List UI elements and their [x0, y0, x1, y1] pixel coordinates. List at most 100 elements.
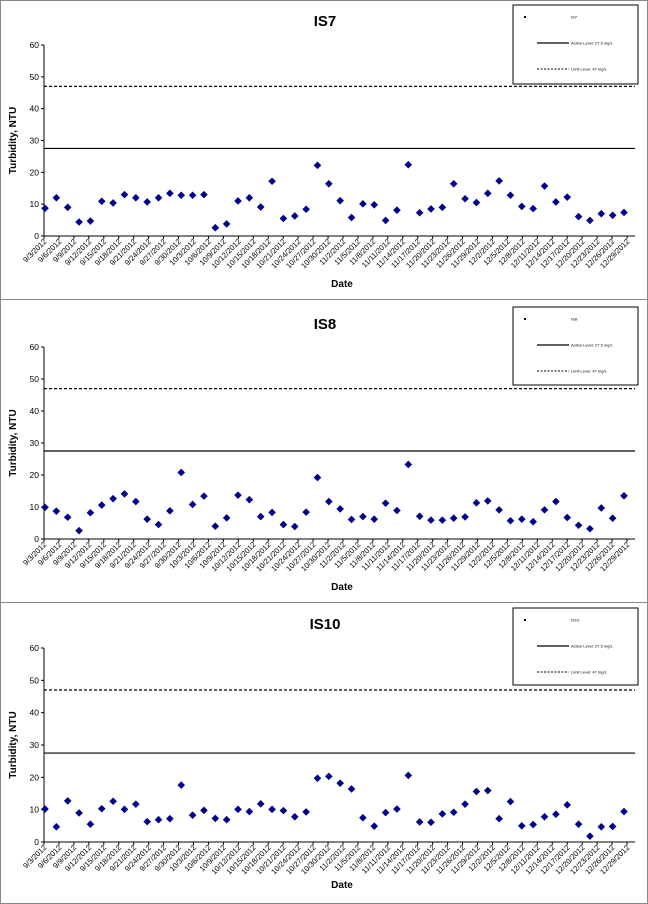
legend-marker: [524, 16, 526, 18]
data-point: [586, 524, 594, 533]
data-point: [234, 491, 242, 499]
data-point: [393, 506, 401, 515]
data-point: [166, 189, 174, 198]
data-point: [574, 212, 583, 221]
data-point: [143, 198, 151, 206]
data-point: [347, 515, 356, 524]
data-point: [154, 815, 163, 824]
data-point: [120, 490, 129, 498]
data-point: [359, 512, 367, 521]
data-point: [518, 202, 526, 211]
data-point: [188, 500, 197, 509]
y-tick-label: 30: [30, 438, 40, 448]
data-point: [109, 797, 117, 806]
data-point: [52, 194, 61, 202]
data-point: [620, 807, 628, 816]
data-point: [393, 805, 401, 813]
legend-label-action: Action Level: 27.5 mg/L: [571, 41, 614, 46]
data-point: [52, 823, 61, 831]
data-point: [347, 785, 356, 793]
y-tick-label: 20: [30, 167, 40, 177]
y-tick-label: 50: [30, 675, 40, 685]
data-point: [290, 812, 299, 821]
data-point: [449, 808, 458, 817]
y-tick-label: 40: [30, 406, 40, 416]
data-point: [404, 771, 413, 780]
data-point: [143, 817, 151, 826]
y-tick-label: 10: [30, 502, 40, 512]
data-point: [279, 520, 288, 529]
data-point: [586, 216, 594, 225]
data-point: [597, 504, 606, 512]
legend-marker: [524, 619, 526, 621]
data-point: [393, 206, 401, 215]
data-point: [336, 505, 344, 513]
data-point: [200, 190, 208, 199]
legend-label-action: Action Level: 27.5 mg/L: [571, 343, 614, 348]
data-point: [347, 213, 356, 222]
y-tick-label: 0: [34, 231, 39, 241]
x-axis-title: Date: [331, 880, 353, 891]
legend-label-series: IS7: [571, 15, 578, 20]
data-point: [86, 508, 95, 517]
legend-label-limit: Limit Level: 47 mg/L: [571, 67, 608, 72]
data-point: [563, 801, 572, 809]
data-point: [188, 811, 197, 819]
data-point: [75, 526, 83, 535]
data-point: [529, 517, 537, 526]
data-point: [370, 201, 379, 209]
data-point: [404, 460, 413, 469]
data-point: [415, 818, 424, 826]
data-point: [200, 492, 208, 500]
data-point: [279, 806, 288, 815]
data-point: [427, 205, 435, 213]
data-point: [290, 212, 299, 220]
y-tick-label: 20: [30, 470, 40, 480]
data-point: [563, 193, 572, 201]
chart-title: IS7: [314, 13, 337, 30]
data-point: [200, 806, 208, 815]
data-point: [483, 497, 492, 505]
y-tick-label: 60: [30, 40, 40, 50]
data-point: [518, 822, 526, 830]
data-point: [608, 211, 617, 220]
data-point: [472, 198, 481, 207]
y-tick-label: 10: [30, 199, 40, 209]
data-point: [109, 199, 117, 207]
data-point: [495, 177, 503, 185]
x-axis-title: Date: [331, 279, 353, 290]
data-point: [245, 807, 254, 816]
data-point: [120, 190, 129, 199]
chart-title: IS10: [310, 616, 341, 633]
y-tick-label: 40: [30, 104, 40, 114]
legend-label-series: IS10: [571, 618, 580, 623]
data-point: [483, 786, 492, 795]
data-point: [483, 189, 492, 198]
data-point: [211, 814, 220, 823]
data-point: [404, 160, 413, 169]
data-point: [506, 191, 515, 200]
data-point: [211, 223, 220, 232]
data-point: [222, 815, 231, 824]
data-point: [211, 522, 220, 530]
data-point: [427, 516, 435, 524]
data-point: [438, 516, 447, 524]
legend-label-action: Action Level: 27.5 mg/L: [571, 644, 614, 649]
data-point: [574, 521, 583, 530]
legend-label-limit: Limit Level: 47 mg/L: [571, 670, 608, 675]
data-point: [268, 177, 276, 186]
data-point: [461, 800, 469, 808]
data-point: [256, 800, 265, 808]
data-point: [336, 196, 344, 205]
data-point: [461, 194, 469, 203]
y-axis-title: Turbidity, NTU: [8, 711, 19, 778]
data-point: [109, 494, 117, 503]
data-point: [529, 204, 537, 213]
data-point: [52, 507, 61, 515]
data-point: [234, 805, 242, 814]
data-point: [234, 197, 242, 205]
data-point: [143, 515, 151, 523]
y-tick-label: 50: [30, 72, 40, 82]
data-point: [495, 814, 503, 823]
data-point: [529, 820, 537, 829]
